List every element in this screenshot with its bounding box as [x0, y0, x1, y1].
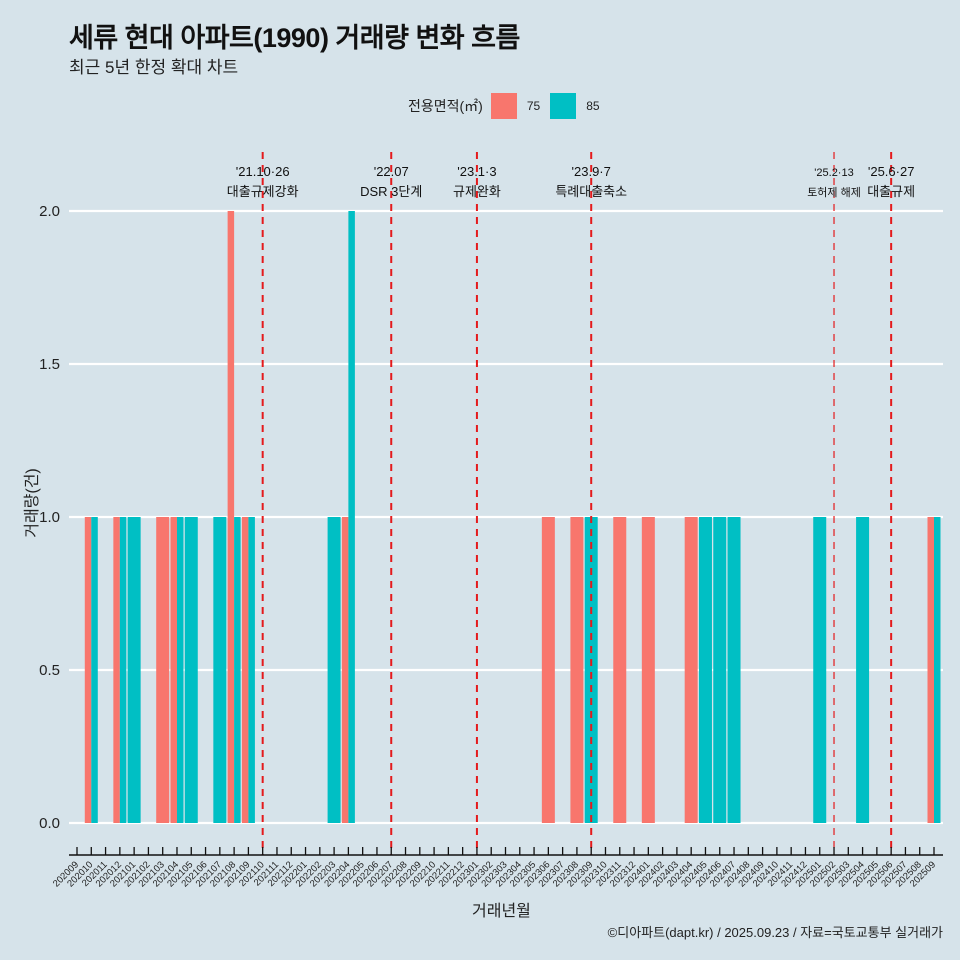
x-axis-label: 거래년월: [472, 903, 531, 920]
bar-85-202105: [184, 517, 198, 823]
bar-85-202101: [127, 517, 141, 823]
x-axis: 2020092020102020112020122021012021022021…: [51, 847, 943, 890]
legend-key-85: [550, 93, 577, 119]
bar-75-202108: [227, 211, 235, 823]
bar-85-202204: [348, 211, 355, 823]
annotation-text: 토허제 해제: [807, 185, 861, 199]
bar-85-202504: [856, 517, 870, 823]
annotation-text: 특례대출축소: [555, 184, 627, 199]
legend-label-75: 75: [526, 99, 541, 113]
legend-title: 전용면적(㎡): [408, 98, 483, 114]
bar-85-202109: [248, 517, 255, 823]
bar-75-202109: [241, 517, 249, 823]
annotation-text: 대출규제강화: [227, 184, 299, 199]
chart-subtitle: 최근 5년 한정 확대 차트: [69, 58, 239, 77]
bar-85-202501: [813, 517, 827, 823]
annotation-date: '23.1·3: [457, 164, 496, 179]
bar-85-202509: [934, 517, 941, 823]
bar-75-202104: [170, 517, 177, 823]
bar-75-202012: [113, 517, 120, 823]
annotation-text: 규제완화: [453, 184, 501, 199]
grid-lines: [69, 209, 943, 825]
bars: [84, 211, 941, 823]
annotation-lines: [261, 152, 893, 855]
chart-title: 세류 현대 아파트(1990) 거래량 변화 흐름: [69, 23, 520, 53]
bar-75-202311: [613, 517, 627, 823]
annotation-date: '22.07: [374, 164, 409, 179]
bar-85-202203: [327, 517, 341, 823]
annotation-text: 대출규제: [867, 184, 915, 199]
annotation-date: '21.10·26: [236, 164, 290, 179]
caption: ©디아파트(dapt.kr) / 2025.09.23 / 자료=국토교통부 실…: [607, 925, 943, 940]
annotation-date: '23.9·7: [572, 164, 611, 179]
y-tick-labels: 0.0 0.5 1.0 1.5 2.0: [39, 203, 60, 832]
annotation-text: DSR 3단계: [360, 184, 422, 199]
y-tick-label: 0.5: [39, 662, 60, 679]
bar-75-202103: [156, 517, 170, 823]
annotation-date: '25.2·13: [814, 167, 853, 179]
bar-85-202107: [213, 517, 227, 823]
bar-75-202204: [341, 517, 349, 823]
annotation-date: '25.6·27: [868, 164, 915, 179]
bar-75-202401: [641, 517, 655, 823]
bar-85-202104: [176, 517, 184, 823]
y-axis-label: 거래량(건): [24, 468, 41, 538]
bar-75-202010: [84, 517, 92, 823]
bar-85-202309: [584, 517, 598, 823]
legend: 전용면적(㎡) 75 85: [408, 93, 610, 119]
bar-85-202108: [234, 517, 241, 823]
bar-85-202406: [713, 517, 727, 823]
bar-75-202306: [541, 517, 555, 823]
legend-key-75: [490, 93, 517, 119]
y-tick-label: 1.0: [39, 509, 60, 526]
bar-75-202404: [684, 517, 698, 823]
bar-85-202010: [91, 517, 98, 823]
bar-85-202405: [698, 517, 712, 823]
legend-label-85: 85: [586, 99, 600, 113]
y-tick-label: 0.0: [39, 815, 60, 832]
bar-85-202407: [727, 517, 741, 823]
y-tick-label: 2.0: [39, 203, 60, 220]
bar-75-202509: [927, 517, 934, 823]
y-tick-label: 1.5: [39, 356, 60, 373]
annotation-labels: '21.10·26 대출규제강화 '22.07 DSR 3단계 '23.1·3 규제완화 '…: [227, 164, 915, 199]
bar-85-202012: [119, 517, 127, 823]
bar-75-202308: [570, 517, 584, 823]
